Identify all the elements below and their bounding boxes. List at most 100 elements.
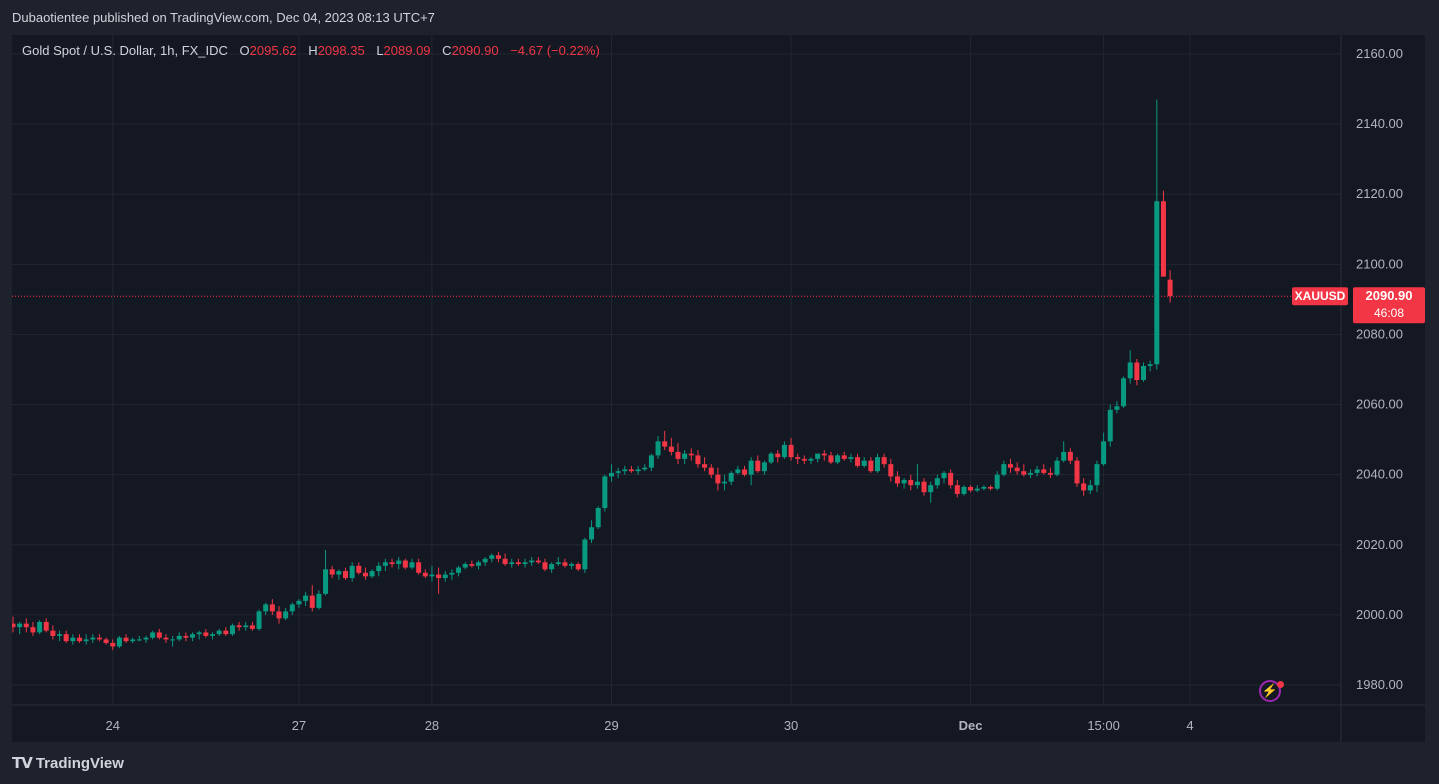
price-tick-label: 2080.00	[1356, 326, 1403, 341]
price-tick-label: 2000.00	[1356, 607, 1403, 622]
candle-body	[735, 469, 741, 473]
candle-body	[728, 472, 734, 482]
candle-body	[582, 539, 588, 570]
chart-panel[interactable]: 1980.00 2000.00 2020.00 2040.00 2060.00 2080.…	[12, 35, 1425, 742]
candle-body	[243, 625, 249, 628]
candle-body	[755, 460, 761, 472]
candle-body	[316, 593, 322, 608]
candle-body	[1154, 201, 1160, 365]
candle-body	[123, 637, 129, 642]
candle-body	[396, 560, 402, 565]
candle-body	[881, 457, 887, 465]
candle-body	[875, 457, 880, 472]
candle-body	[1167, 279, 1173, 297]
high-label: H	[308, 43, 318, 58]
candle-body	[1134, 362, 1140, 381]
candle-body	[848, 457, 854, 459]
candle-body	[708, 467, 714, 475]
close-value: 2090.90	[451, 43, 499, 58]
candle-body	[635, 469, 641, 472]
candle-body	[37, 621, 43, 633]
candle-body	[90, 637, 96, 640]
candle-body	[83, 639, 89, 642]
candle-body	[296, 600, 302, 605]
candle-body	[1160, 201, 1166, 277]
candle-body	[223, 630, 229, 635]
candle-body	[921, 481, 927, 493]
time-tick-label: 15:00	[1087, 718, 1120, 733]
low-value: 2089.09	[383, 43, 431, 58]
candle-body	[362, 572, 368, 577]
candle-body	[336, 571, 342, 575]
price-tick-label: 2060.00	[1356, 397, 1403, 412]
ohlc-legend: Gold Spot / U.S. Dollar, 1h, FX_IDC O209…	[22, 43, 600, 58]
candle-body	[988, 486, 994, 489]
candle-body	[795, 457, 801, 459]
candle-body	[1101, 441, 1107, 465]
candle-body	[675, 451, 681, 459]
candle-body	[555, 562, 561, 565]
candle-body	[868, 460, 874, 472]
candle-body	[668, 446, 674, 452]
candle-body	[828, 455, 834, 463]
tradingview-logo-icon: 𝗧𝗩	[12, 755, 33, 772]
candle-body	[1034, 469, 1040, 473]
candle-body	[1087, 485, 1093, 491]
candle-body	[116, 637, 122, 647]
candle-body	[549, 564, 555, 570]
candle-body	[695, 455, 701, 465]
candle-body	[12, 623, 16, 628]
candle-body	[761, 462, 767, 472]
candle-body	[515, 562, 521, 565]
candle-body	[1014, 467, 1020, 472]
candle-body	[402, 560, 408, 568]
candle-body	[974, 488, 980, 491]
price-tick-label: 2160.00	[1356, 46, 1403, 61]
candle-body	[349, 565, 355, 579]
lightning-bolt-icon[interactable]: ⚡	[1259, 680, 1281, 702]
candle-body	[96, 637, 102, 640]
candle-body	[894, 476, 900, 484]
candle-body	[210, 634, 215, 636]
candle-body	[1107, 409, 1113, 442]
candle-body	[449, 572, 455, 575]
candle-body	[249, 625, 255, 629]
candle-body	[495, 555, 501, 559]
candle-body	[156, 632, 162, 638]
candle-body	[841, 455, 847, 459]
candle-body	[436, 574, 442, 579]
candle-body	[702, 464, 708, 468]
candle-body	[309, 595, 315, 608]
tradingview-logo[interactable]: 𝗧𝗩 TradingView	[12, 754, 124, 773]
candle-body	[968, 486, 974, 491]
candle-body	[682, 453, 688, 459]
candle-body	[303, 595, 309, 601]
candle-body	[861, 460, 867, 466]
candle-body	[476, 562, 481, 566]
publisher-caption: Dubaotientee published on TradingView.co…	[12, 10, 435, 25]
candle-body	[575, 564, 581, 570]
candle-body	[662, 441, 668, 447]
symbol-title: Gold Spot / U.S. Dollar, 1h, FX_IDC	[22, 43, 228, 58]
candle-body	[163, 637, 169, 640]
candle-body	[815, 453, 821, 459]
candle-body	[43, 621, 49, 631]
candle-body	[482, 558, 488, 563]
candle-body	[422, 572, 428, 577]
candle-body	[229, 625, 235, 635]
candle-body	[748, 460, 754, 475]
candle-body	[801, 458, 807, 461]
open-value: 2095.62	[249, 43, 297, 58]
price-tag-bg	[1353, 287, 1425, 324]
candle-body	[143, 637, 149, 640]
price-tick-label: 2120.00	[1356, 186, 1403, 201]
candle-body	[855, 457, 861, 466]
candle-body	[941, 472, 947, 479]
candle-body	[1147, 364, 1153, 366]
candle-body	[948, 472, 954, 486]
candle-body	[821, 453, 827, 456]
candle-body	[1021, 471, 1027, 475]
candlestick-chart[interactable]: 1980.00 2000.00 2020.00 2040.00 2060.00 2080.…	[12, 35, 1425, 742]
close-label: C	[442, 43, 452, 58]
candle-body	[456, 567, 462, 573]
